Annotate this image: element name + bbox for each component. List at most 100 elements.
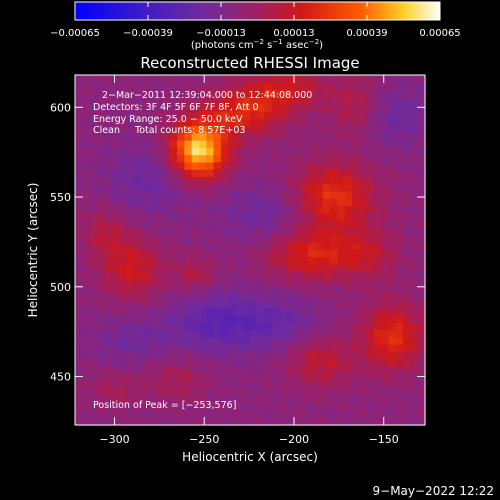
- heatmap-cell: [147, 177, 156, 185]
- heatmap-cell: [373, 279, 382, 288]
- heatmap-cell: [147, 315, 156, 324]
- heatmap-cell: [271, 403, 280, 412]
- heatmap-cell: [410, 111, 419, 120]
- heatmap-cell: [279, 75, 288, 83]
- heatmap-cell: [228, 184, 237, 193]
- heatmap-cell: [257, 403, 266, 412]
- heatmap-cell: [89, 366, 98, 375]
- heatmap-cell: [352, 162, 360, 171]
- heatmap-cell: [75, 264, 83, 273]
- heatmap-cell: [133, 417, 142, 426]
- heatmap-cell: [242, 198, 251, 207]
- heatmap-cell: [315, 235, 324, 244]
- heatmap-cell: [118, 279, 127, 288]
- heatmap-cell: [417, 264, 426, 273]
- heatmap-cell: [147, 75, 156, 83]
- heatmap-cell: [271, 220, 280, 229]
- heatmap-cell: [213, 388, 222, 397]
- heatmap-cell: [133, 177, 142, 185]
- heatmap-cell: [257, 366, 266, 375]
- heatmap-cell: [133, 82, 142, 91]
- heatmap-cell: [373, 118, 382, 127]
- heatmap-cell: [301, 111, 309, 120]
- heatmap-cell: [162, 330, 171, 339]
- heatmap-cell: [286, 366, 295, 375]
- heatmap-cell: [264, 308, 273, 317]
- heatmap-cell: [337, 366, 346, 375]
- heatmap-cell: [177, 89, 185, 98]
- heatmap-cell: [257, 279, 266, 288]
- heatmap-cell: [373, 111, 382, 120]
- heatmap-cell: [126, 111, 134, 120]
- heatmap-cell: [264, 155, 273, 164]
- heatmap-cell: [366, 75, 375, 83]
- heatmap-cell: [410, 308, 419, 317]
- heatmap-cell: [169, 155, 178, 164]
- heatmap-cell: [198, 82, 207, 91]
- heatmap-cell: [147, 206, 156, 215]
- heatmap-cell: [417, 250, 426, 258]
- heatmap-cell: [111, 147, 120, 156]
- heatmap-cell: [75, 235, 83, 244]
- heatmap-cell: [198, 322, 207, 331]
- heatmap-cell: [417, 352, 426, 360]
- heatmap-cell: [126, 198, 134, 207]
- heatmap-cell: [147, 322, 156, 331]
- heatmap-cell: [184, 344, 193, 353]
- heatmap-cell: [250, 417, 258, 426]
- heatmap-cell: [366, 111, 375, 120]
- heatmap-cell: [250, 381, 258, 390]
- heatmap-cell: [198, 301, 207, 309]
- heatmap-cell: [410, 235, 419, 244]
- heatmap-cell: [352, 89, 360, 98]
- heatmap-cell: [257, 250, 266, 258]
- heatmap-cell: [220, 147, 229, 156]
- heatmap-cell: [184, 257, 193, 266]
- heatmap-cell: [118, 417, 127, 426]
- heatmap-cell: [286, 264, 295, 273]
- heatmap-cell: [82, 250, 91, 258]
- heatmap-cell: [359, 293, 368, 302]
- heatmap-cell: [395, 330, 404, 339]
- heatmap-cell: [104, 403, 113, 412]
- heatmap-cell: [417, 271, 426, 280]
- heatmap-cell: [301, 417, 309, 426]
- heatmap-cell: [111, 82, 120, 91]
- heatmap-cell: [381, 395, 390, 404]
- heatmap-cell: [330, 359, 339, 368]
- heatmap-cell: [140, 169, 149, 178]
- heatmap-cell: [410, 359, 419, 368]
- heatmap-cell: [315, 403, 324, 412]
- heatmap-cell: [242, 264, 251, 273]
- heatmap-cell: [220, 410, 229, 419]
- heatmap-cell: [75, 330, 83, 339]
- heatmap-cell: [264, 293, 273, 302]
- heatmap-cell: [322, 308, 331, 317]
- heatmap-cell: [301, 293, 309, 302]
- heatmap-cell: [257, 206, 266, 215]
- heatmap-cell: [111, 213, 120, 222]
- heatmap-cell: [184, 366, 193, 375]
- heatmap-cell: [250, 308, 258, 317]
- heatmap-cell: [257, 388, 266, 397]
- heatmap-cell: [264, 89, 273, 98]
- heatmap-cell: [322, 410, 331, 419]
- heatmap-cell: [96, 257, 105, 266]
- heatmap-cell: [242, 352, 251, 360]
- heatmap-cell: [104, 395, 113, 404]
- heatmap-cell: [264, 147, 273, 156]
- heatmap-cell: [373, 395, 382, 404]
- heatmap-cell: [162, 417, 171, 426]
- heatmap-cell: [228, 104, 237, 113]
- heatmap-cell: [89, 330, 98, 339]
- heatmap-cell: [381, 352, 390, 360]
- heatmap-cell: [169, 344, 178, 353]
- heatmap-cell: [315, 206, 324, 215]
- heatmap-cell: [75, 177, 83, 185]
- heatmap-cell: [162, 206, 171, 215]
- heatmap-cell: [111, 330, 120, 339]
- heatmap-cell: [337, 104, 346, 113]
- heatmap-cell: [140, 82, 149, 91]
- heatmap-cell: [118, 111, 127, 120]
